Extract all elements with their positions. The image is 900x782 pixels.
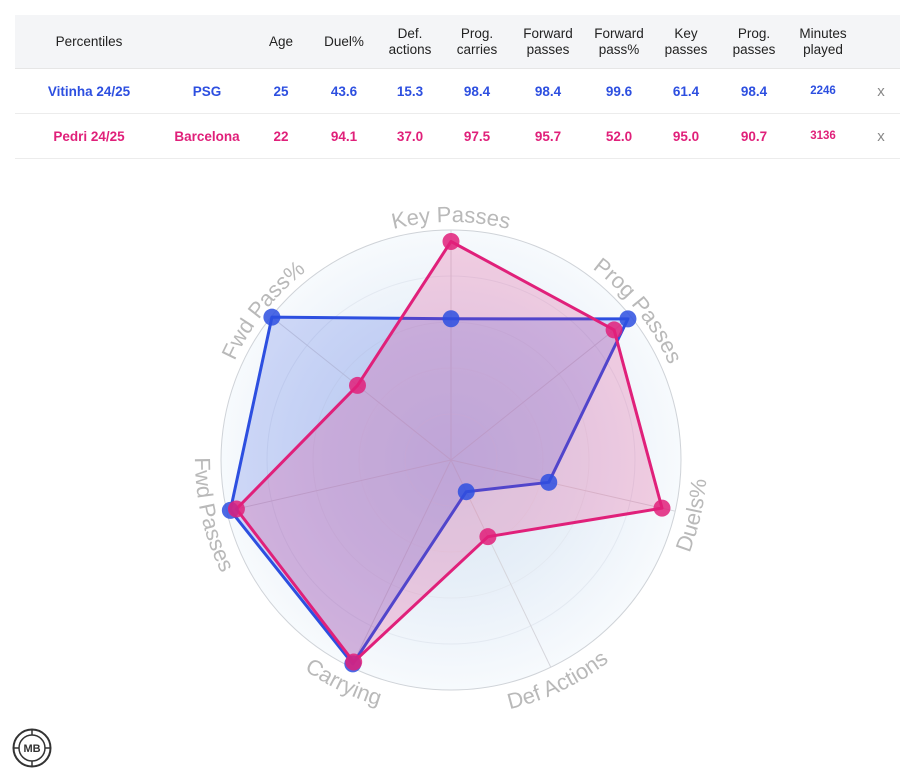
remove-row-button[interactable]: x: [857, 113, 900, 159]
radar-axis-line: [450, 316, 632, 461]
series-point-1: [653, 499, 671, 517]
header-team: [163, 15, 251, 69]
series-point-0: [457, 483, 475, 501]
axis-label: Key Passes: [389, 202, 513, 234]
radar-axis-line: [226, 459, 452, 512]
prog-passes-cell: 90.7: [719, 113, 789, 159]
series-point-1: [605, 321, 623, 339]
logo-text: MB: [23, 743, 40, 755]
key-passes-cell: 61.4: [653, 68, 719, 114]
header-remove: [857, 15, 900, 69]
axis-label-text: Key Passes: [389, 202, 513, 234]
header-prog-passes: Prog. passes: [732, 25, 776, 57]
header-duel-pct: Duel%: [324, 33, 364, 49]
key-passes-cell: 95.0: [653, 113, 719, 159]
forward-passes-cell: 98.4: [511, 68, 585, 114]
minutes-cell: 3136: [789, 113, 857, 159]
def-actions-cell: 15.3: [377, 68, 443, 114]
series-point-1: [442, 233, 460, 250]
team-name: PSG: [163, 68, 251, 114]
header-prog-carries: Prog. carries: [456, 25, 498, 57]
header-forward-passes: Forward passes: [523, 25, 573, 57]
table-row-pedri: Pedri 24/25 Barcelona 22 94.1 37.0 97.5 …: [15, 113, 900, 159]
table-header-row: Percentiles Age Duel% Def. actions Prog.…: [15, 15, 900, 69]
age-cell: 25: [251, 68, 311, 114]
remove-row-button[interactable]: x: [857, 68, 900, 114]
series-point-0: [619, 310, 637, 328]
series-area-0: [228, 315, 630, 666]
percentiles-table: Percentiles Age Duel% Def. actions Prog.…: [15, 15, 900, 159]
forward-pass-pct-cell: 52.0: [585, 113, 653, 159]
radar-axis-line: [450, 459, 676, 512]
prog-carries-cell: 98.4: [443, 68, 511, 114]
series-point-0: [442, 310, 460, 328]
forward-pass-pct-cell: 99.6: [585, 68, 653, 114]
series-point-1: [348, 376, 366, 394]
duel-pct-cell: 94.1: [311, 113, 377, 159]
def-actions-cell: 37.0: [377, 113, 443, 159]
series-point-0: [263, 308, 281, 326]
minutes-cell: 2246: [789, 68, 857, 114]
header-forward-pass-pct: Forward pass%: [594, 25, 644, 57]
header-def-actions: Def. actions: [388, 25, 432, 57]
series-point-1: [345, 653, 363, 671]
percentiles-table-container: Percentiles Age Duel% Def. actions Prog.…: [15, 15, 900, 159]
table-row-vitinha: Vitinha 24/25 PSG 25 43.6 15.3 98.4 98.4…: [15, 68, 900, 114]
prog-passes-cell: 98.4: [719, 68, 789, 114]
header-key-passes: Key passes: [664, 25, 708, 57]
radar-axis-line: [350, 459, 452, 668]
duel-pct-cell: 43.6: [311, 68, 377, 114]
forward-passes-cell: 95.7: [511, 113, 585, 159]
prog-carries-cell: 97.5: [443, 113, 511, 159]
series-point-1: [479, 528, 497, 546]
series-point-1: [227, 500, 245, 518]
team-name: Barcelona: [163, 113, 251, 159]
player-name[interactable]: Pedri 24/25: [15, 113, 163, 159]
series-area-1: [234, 240, 664, 664]
header-age: Age: [268, 33, 294, 49]
series-point-0: [540, 473, 558, 491]
age-cell: 22: [251, 113, 311, 159]
header-percentiles: Percentiles: [55, 33, 123, 49]
logo: MB: [12, 728, 52, 768]
player-name[interactable]: Vitinha 24/25: [15, 68, 163, 114]
header-minutes-played: Minutes played: [799, 25, 847, 57]
